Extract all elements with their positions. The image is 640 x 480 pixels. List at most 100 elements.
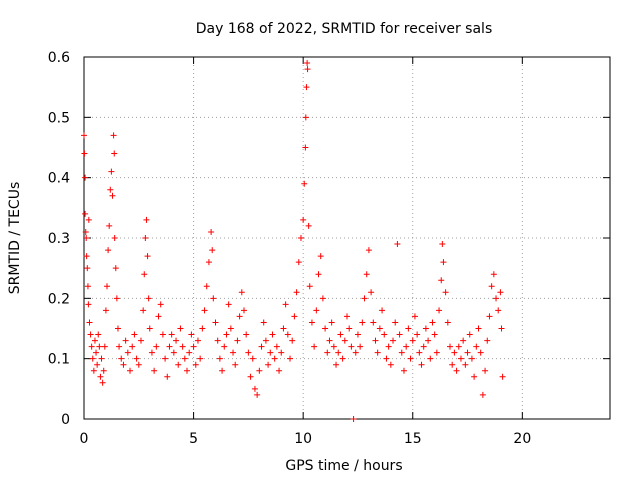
data-point xyxy=(245,349,252,356)
y-tick-label: 0.5 xyxy=(48,110,70,126)
data-point xyxy=(179,343,186,350)
data-point xyxy=(400,367,407,374)
data-point xyxy=(102,307,109,314)
data-point xyxy=(398,349,405,356)
y-tick-label: 0.3 xyxy=(48,231,70,247)
axis-ticks: 0 0.1 0.2 0.3 0.4 0.5 0.6 0 5 10 15 20 xyxy=(48,50,610,447)
data-point xyxy=(370,319,377,326)
data-point xyxy=(390,337,397,344)
data-point xyxy=(319,295,326,302)
data-point xyxy=(85,216,92,223)
y-axis-label: SRMTID / TECUs xyxy=(7,182,23,295)
data-point xyxy=(280,325,287,332)
data-point xyxy=(240,307,247,314)
data-point xyxy=(258,343,265,350)
data-point xyxy=(482,367,489,374)
data-point xyxy=(256,367,263,374)
data-point xyxy=(439,241,446,248)
data-point xyxy=(409,337,416,344)
data-point xyxy=(227,325,234,332)
data-point xyxy=(289,337,296,344)
data-point xyxy=(460,337,467,344)
data-point xyxy=(295,259,302,266)
data-point xyxy=(273,343,280,350)
data-point xyxy=(262,337,269,344)
data-point xyxy=(94,361,101,368)
data-point xyxy=(305,222,312,229)
data-point xyxy=(486,313,493,320)
data-point xyxy=(116,343,123,350)
data-point xyxy=(85,301,92,308)
data-point xyxy=(376,325,383,332)
data-point xyxy=(201,307,208,314)
data-point xyxy=(427,355,434,362)
data-point xyxy=(341,337,348,344)
data-point xyxy=(146,325,153,332)
data-point xyxy=(330,343,337,350)
data-point xyxy=(359,319,366,326)
data-point xyxy=(100,367,107,374)
data-point xyxy=(297,235,304,241)
data-point xyxy=(396,331,403,338)
data-point xyxy=(425,337,432,344)
data-point xyxy=(385,343,392,350)
y-tick-label: 0.1 xyxy=(48,352,70,368)
data-point xyxy=(479,391,486,398)
data-point xyxy=(444,319,451,326)
data-point xyxy=(153,343,160,350)
data-point xyxy=(98,355,105,362)
data-point xyxy=(495,307,502,314)
data-point xyxy=(238,289,245,296)
data-point xyxy=(337,331,344,338)
data-point xyxy=(95,331,102,338)
data-point xyxy=(168,331,175,338)
data-point xyxy=(352,349,359,356)
data-point xyxy=(236,313,243,320)
data-point xyxy=(379,307,386,314)
data-point xyxy=(282,301,289,308)
data-point xyxy=(109,192,116,199)
data-point xyxy=(311,343,318,350)
data-point xyxy=(392,319,399,326)
data-point xyxy=(287,355,294,362)
data-point xyxy=(143,216,150,223)
data-point xyxy=(84,265,91,272)
data-point xyxy=(88,343,95,350)
data-point xyxy=(221,343,228,350)
data-point xyxy=(350,416,357,422)
grid-lines xyxy=(84,57,610,419)
data-point xyxy=(447,343,454,350)
data-point xyxy=(212,319,219,326)
data-point xyxy=(86,319,93,326)
data-point xyxy=(101,343,108,350)
data-point xyxy=(197,355,204,362)
data-point xyxy=(306,283,313,290)
data-point xyxy=(90,367,97,374)
data-point xyxy=(313,307,320,314)
data-point xyxy=(464,349,471,356)
data-point xyxy=(205,259,212,266)
data-point xyxy=(315,271,322,278)
data-point xyxy=(414,331,421,338)
data-point xyxy=(374,349,381,356)
data-point xyxy=(499,373,506,380)
x-tick-label: 5 xyxy=(189,431,198,447)
data-point xyxy=(301,180,308,187)
data-point xyxy=(440,259,447,266)
data-point xyxy=(422,325,429,332)
data-point xyxy=(170,349,177,356)
data-point xyxy=(453,367,460,374)
data-point xyxy=(112,265,119,272)
x-tick-label: 15 xyxy=(404,431,422,447)
data-point xyxy=(159,331,166,338)
data-point xyxy=(99,379,106,386)
data-point xyxy=(137,337,144,344)
data-point xyxy=(157,301,164,308)
data-point xyxy=(326,337,333,344)
data-point xyxy=(203,283,210,290)
data-point xyxy=(357,343,364,350)
y-tick-label: 0.2 xyxy=(48,291,70,307)
data-point xyxy=(199,325,206,332)
data-point xyxy=(372,337,379,344)
data-point xyxy=(420,343,427,350)
